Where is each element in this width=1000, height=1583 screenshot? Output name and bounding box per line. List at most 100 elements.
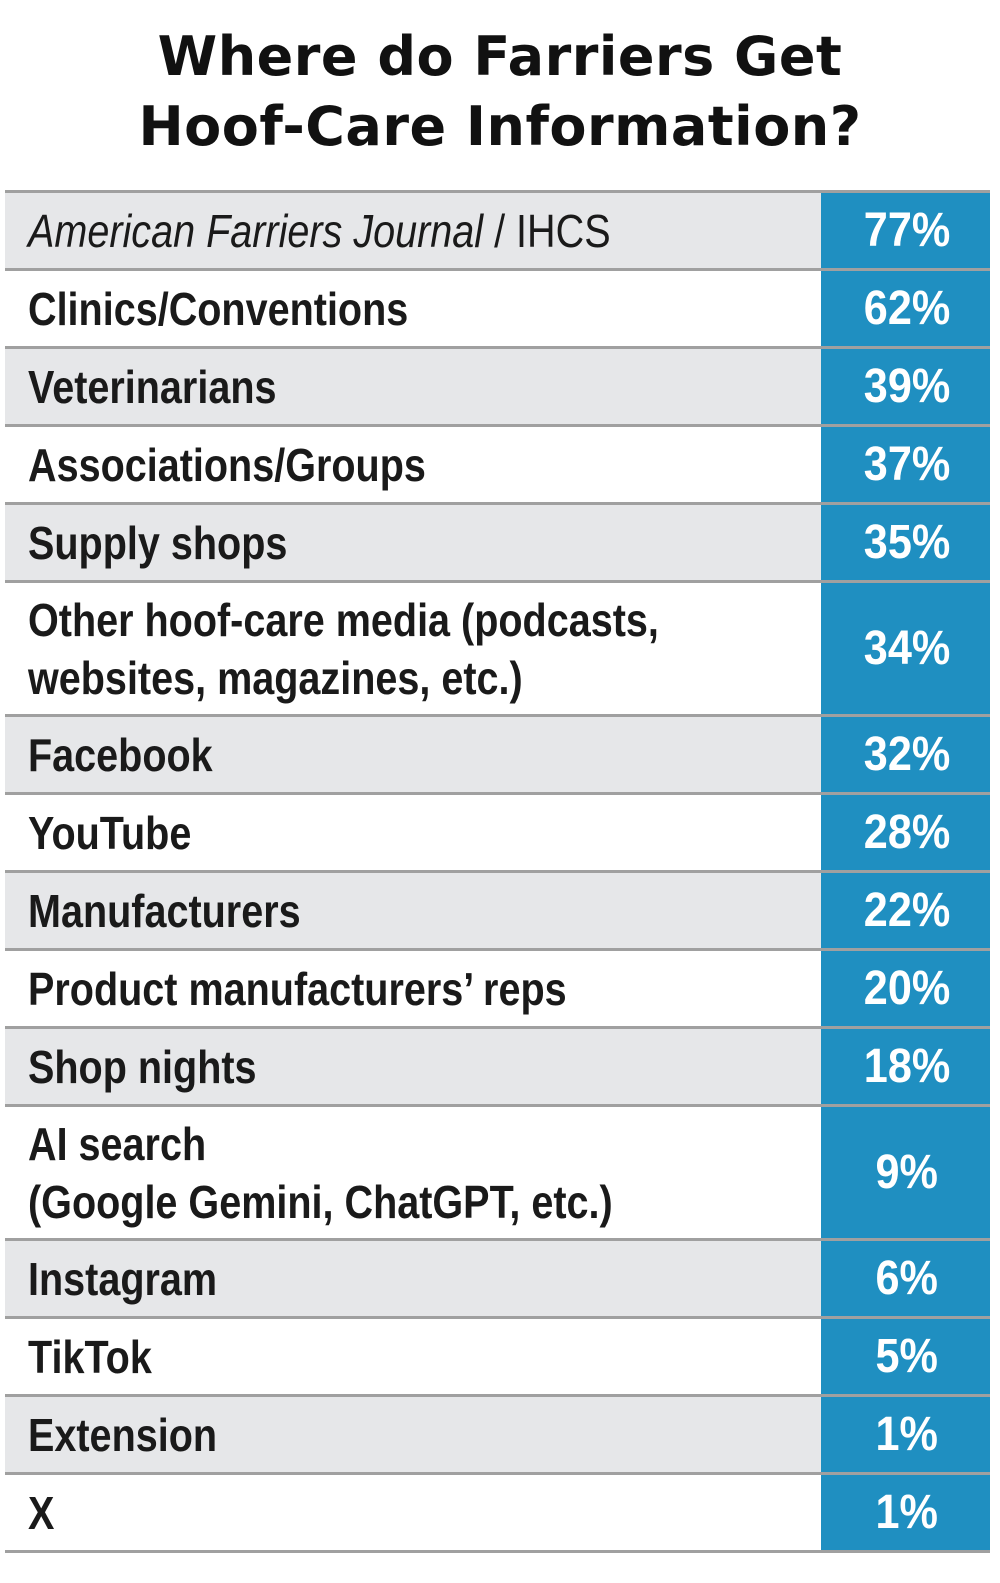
row-value-label: 35% bbox=[863, 516, 951, 569]
row-value-label: 1% bbox=[875, 1408, 939, 1461]
row-label-text: Veterinarians bbox=[28, 360, 277, 413]
row-label: Veterinarians bbox=[5, 349, 821, 424]
row-value-label: 5% bbox=[875, 1330, 939, 1383]
row-label: Supply shops bbox=[5, 505, 821, 580]
row-value: 1% bbox=[821, 1397, 990, 1472]
row-label-text: Supply shops bbox=[28, 516, 288, 569]
row-label-text: X bbox=[28, 1486, 55, 1539]
table-row: Instagram 6% bbox=[5, 1241, 990, 1319]
row-label-line: AI search bbox=[28, 1115, 710, 1173]
row-value: 34% bbox=[821, 583, 990, 714]
row-label-text: Product manufacturers’ reps bbox=[28, 962, 567, 1015]
row-value: 32% bbox=[821, 717, 990, 792]
chart-title: Where do Farriers Get Hoof-Care Informat… bbox=[0, 22, 1000, 162]
row-label-line: Other hoof-care media (podcasts, bbox=[28, 591, 710, 649]
row-value-label: 77% bbox=[863, 204, 951, 257]
row-value: 6% bbox=[821, 1241, 990, 1316]
row-label-line: TikTok bbox=[28, 1328, 710, 1386]
row-value: 37% bbox=[821, 427, 990, 502]
chart-title-line-2: Hoof-Care Information? bbox=[138, 95, 862, 158]
row-value: 20% bbox=[821, 951, 990, 1026]
row-value-label: 1% bbox=[875, 1486, 939, 1539]
row-label: YouTube bbox=[5, 795, 821, 870]
row-value-label: 32% bbox=[863, 728, 951, 781]
row-label: TikTok bbox=[5, 1319, 821, 1394]
row-value-label: 20% bbox=[863, 962, 951, 1015]
row-label: Other hoof-care media (podcasts, websites… bbox=[5, 583, 821, 714]
row-value-label: 39% bbox=[863, 360, 951, 413]
row-label-text: Extension bbox=[28, 1408, 218, 1461]
row-label-text: / IHCS bbox=[483, 204, 611, 257]
table-row: Product manufacturers’ reps 20% bbox=[5, 951, 990, 1029]
row-label-line: Supply shops bbox=[28, 514, 710, 572]
row-value: 77% bbox=[821, 193, 990, 268]
row-value-label: 62% bbox=[863, 282, 951, 335]
row-value-label: 6% bbox=[875, 1252, 939, 1305]
row-value: 9% bbox=[821, 1107, 990, 1238]
row-label-text: TikTok bbox=[28, 1330, 152, 1383]
row-label-line: Veterinarians bbox=[28, 358, 710, 416]
row-label-text: YouTube bbox=[28, 806, 192, 859]
row-label-line: Facebook bbox=[28, 726, 710, 784]
row-label-text: AI search bbox=[28, 1117, 207, 1170]
table-row: Other hoof-care media (podcasts, websites… bbox=[5, 583, 990, 717]
table-row: Manufacturers 22% bbox=[5, 873, 990, 951]
table-row: Facebook 32% bbox=[5, 717, 990, 795]
row-label-text: Manufacturers bbox=[28, 884, 301, 937]
row-label: Shop nights bbox=[5, 1029, 821, 1104]
row-label-line: YouTube bbox=[28, 804, 710, 862]
table-row: Shop nights 18% bbox=[5, 1029, 990, 1107]
row-value: 5% bbox=[821, 1319, 990, 1394]
row-label-line: Associations/Groups bbox=[28, 436, 710, 494]
row-value-label: 34% bbox=[863, 622, 951, 675]
row-value: 35% bbox=[821, 505, 990, 580]
row-label-line: X bbox=[28, 1484, 710, 1542]
row-label-text: Facebook bbox=[28, 728, 213, 781]
row-value-label: 28% bbox=[863, 806, 951, 859]
row-label-line: websites, magazines, etc.) bbox=[28, 649, 710, 707]
table-row: X 1% bbox=[5, 1475, 990, 1553]
row-label-text: Instagram bbox=[28, 1252, 218, 1305]
row-label: Associations/Groups bbox=[5, 427, 821, 502]
table-row: Supply shops 35% bbox=[5, 505, 990, 583]
row-label-text: Other hoof-care media (podcasts, bbox=[28, 593, 659, 646]
row-label-italic: American Farriers Journal bbox=[28, 204, 484, 257]
row-label-text: Clinics/Conventions bbox=[28, 282, 409, 335]
row-label: AI search (Google Gemini, ChatGPT, etc.) bbox=[5, 1107, 821, 1238]
row-label: Extension bbox=[5, 1397, 821, 1472]
row-label-line: Shop nights bbox=[28, 1038, 710, 1096]
chart-title-line-1: Where do Farriers Get bbox=[157, 25, 843, 88]
row-label-text: Shop nights bbox=[28, 1040, 257, 1093]
row-label: Manufacturers bbox=[5, 873, 821, 948]
row-label-text: Associations/Groups bbox=[28, 438, 426, 491]
survey-table: American Farriers Journal / IHCS 77% Clini… bbox=[5, 190, 990, 1553]
row-value-label: 37% bbox=[863, 438, 951, 491]
row-label-text: websites, magazines, etc.) bbox=[28, 651, 523, 704]
table-row: Extension 1% bbox=[5, 1397, 990, 1475]
row-label: Product manufacturers’ reps bbox=[5, 951, 821, 1026]
row-label-line: Clinics/Conventions bbox=[28, 280, 710, 338]
row-value-label: 18% bbox=[863, 1040, 951, 1093]
row-value: 22% bbox=[821, 873, 990, 948]
table-row: YouTube 28% bbox=[5, 795, 990, 873]
row-label-line: American Farriers Journal / IHCS bbox=[28, 202, 710, 260]
row-label: X bbox=[5, 1475, 821, 1550]
row-label-line: Extension bbox=[28, 1406, 710, 1464]
row-value: 28% bbox=[821, 795, 990, 870]
row-label-line: Product manufacturers’ reps bbox=[28, 960, 710, 1018]
row-label: Clinics/Conventions bbox=[5, 271, 821, 346]
row-value: 62% bbox=[821, 271, 990, 346]
row-label-text: (Google Gemini, ChatGPT, etc.) bbox=[28, 1175, 613, 1228]
table-row: Associations/Groups 37% bbox=[5, 427, 990, 505]
row-label-line: Instagram bbox=[28, 1250, 710, 1308]
row-label: Instagram bbox=[5, 1241, 821, 1316]
row-label: American Farriers Journal / IHCS bbox=[5, 193, 821, 268]
row-value: 39% bbox=[821, 349, 990, 424]
row-label-line: (Google Gemini, ChatGPT, etc.) bbox=[28, 1173, 710, 1231]
row-value-label: 9% bbox=[875, 1146, 939, 1199]
row-value-label: 22% bbox=[863, 884, 951, 937]
row-label-line: Manufacturers bbox=[28, 882, 710, 940]
row-value: 18% bbox=[821, 1029, 990, 1104]
table-row: AI search (Google Gemini, ChatGPT, etc.) 9… bbox=[5, 1107, 990, 1241]
table-row: Clinics/Conventions 62% bbox=[5, 271, 990, 349]
